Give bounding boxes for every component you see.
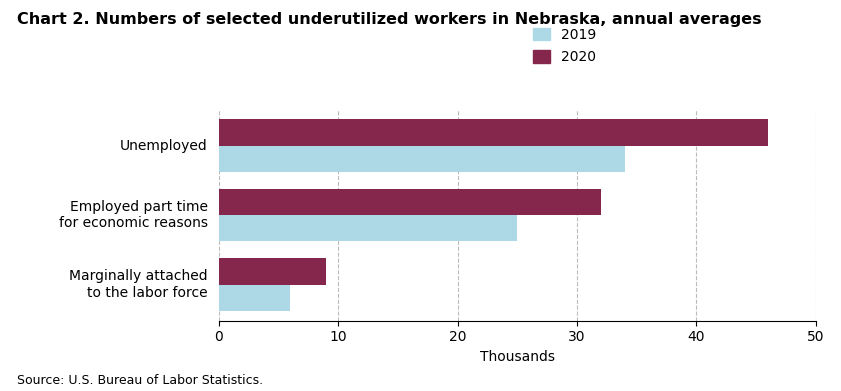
Bar bbox=[219, 119, 768, 145]
X-axis label: Thousands: Thousands bbox=[479, 350, 555, 364]
Bar bbox=[219, 285, 290, 311]
Legend: 2019, 2020: 2019, 2020 bbox=[533, 28, 596, 64]
Bar bbox=[219, 215, 517, 242]
Bar bbox=[219, 145, 625, 172]
Bar bbox=[219, 258, 326, 285]
Text: Chart 2. Numbers of selected underutilized workers in Nebraska, annual averages: Chart 2. Numbers of selected underutiliz… bbox=[17, 12, 761, 27]
Bar bbox=[219, 188, 600, 215]
Text: Source: U.S. Bureau of Labor Statistics.: Source: U.S. Bureau of Labor Statistics. bbox=[17, 374, 263, 387]
